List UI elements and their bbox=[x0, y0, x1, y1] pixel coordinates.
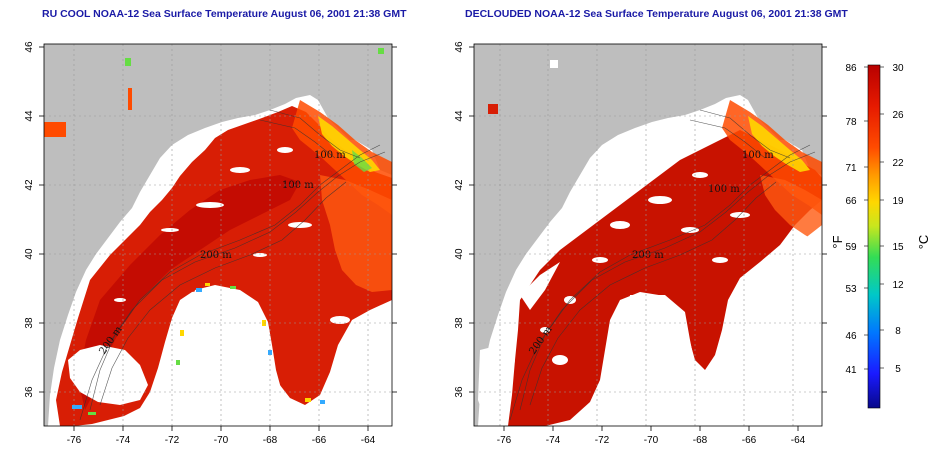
colorbar-ticks: 86 78 71 66 59 53 46 41 30 26 22 19 15 12 8 5 bbox=[845, 63, 904, 376]
map-frame bbox=[473, 43, 823, 427]
x-tick-label: -72 bbox=[595, 435, 610, 446]
fahrenheit-tick-label: 53 bbox=[845, 284, 857, 295]
y-tick-label: 38 bbox=[24, 317, 35, 329]
fahrenheit-tick-label: 46 bbox=[845, 331, 857, 342]
colorbar: 86 78 71 66 59 53 46 41 30 26 22 19 15 12 8 5 °F °C bbox=[830, 63, 931, 409]
celsius-tick-label: 19 bbox=[892, 196, 904, 207]
right-axes: -76 -74 -72 -70 -68 -66 -64 36 38 40 42 44 46 bbox=[454, 41, 827, 446]
x-tick-label: -74 bbox=[546, 435, 561, 446]
colorbar-gradient bbox=[867, 64, 881, 409]
celsius-tick-label: 22 bbox=[892, 158, 904, 169]
sst-field-orange-ne bbox=[320, 175, 392, 292]
y-tick-label: 46 bbox=[24, 41, 35, 53]
left-map: 100 m 100 m 200 m 200 m bbox=[43, 43, 393, 427]
contour-label: 100 m bbox=[314, 150, 346, 161]
sst-field-yellow bbox=[318, 116, 380, 172]
y-tick-label: 44 bbox=[24, 110, 35, 122]
fahrenheit-tick-label: 59 bbox=[845, 242, 857, 253]
fahrenheit-tick-label: 41 bbox=[845, 365, 857, 376]
x-tick-label: -70 bbox=[644, 435, 659, 446]
map-frame bbox=[43, 43, 393, 427]
sst-field-orange-ne bbox=[760, 175, 822, 245]
y-tick-label: 42 bbox=[24, 179, 35, 191]
contour-label: 100 m bbox=[282, 180, 314, 191]
fahrenheit-tick-label: 86 bbox=[845, 63, 857, 74]
cloud-mask bbox=[478, 147, 822, 426]
celsius-tick-label: 30 bbox=[892, 63, 904, 74]
y-tick-label: 42 bbox=[454, 179, 465, 191]
y-tick-label: 40 bbox=[24, 248, 35, 260]
x-tick-label: -76 bbox=[67, 435, 82, 446]
left-axes: -76 -74 -72 -70 -68 -66 -64 36 38 40 42 44 46 bbox=[24, 41, 397, 446]
x-tick-label: -66 bbox=[742, 435, 757, 446]
y-tick-label: 44 bbox=[454, 110, 465, 122]
celsius-tick-label: 5 bbox=[895, 364, 901, 375]
y-tick-label: 36 bbox=[454, 386, 465, 398]
x-tick-label: -66 bbox=[312, 435, 327, 446]
y-tick-label: 40 bbox=[454, 248, 465, 260]
contour-label: 100 m bbox=[708, 184, 740, 195]
cloud-edge-speckle bbox=[72, 48, 384, 415]
celsius-axis-label: °C bbox=[916, 235, 931, 250]
fahrenheit-tick-label: 66 bbox=[845, 196, 857, 207]
sst-field-warm bbox=[56, 106, 392, 426]
x-tick-label: -70 bbox=[214, 435, 229, 446]
cloud-mask bbox=[68, 147, 350, 426]
right-panel-title: DECLOUDED NOAA-12 Sea Surface Temperatur… bbox=[465, 8, 848, 20]
left-panel-title: RU COOL NOAA-12 Sea Surface Temperature … bbox=[42, 8, 407, 20]
x-tick-label: -72 bbox=[165, 435, 180, 446]
sst-field-yellow bbox=[748, 116, 810, 172]
bathymetry-contours bbox=[509, 109, 816, 421]
y-tick-label: 46 bbox=[454, 41, 465, 53]
right-map: 100 m 100 m 200 m 200 m bbox=[473, 43, 823, 427]
x-tick-label: -74 bbox=[116, 435, 131, 446]
y-tick-label: 36 bbox=[24, 386, 35, 398]
sst-field-dark bbox=[78, 175, 300, 410]
fahrenheit-axis-label: °F bbox=[830, 235, 845, 248]
inland-lake-sst bbox=[44, 122, 66, 137]
land-mass bbox=[44, 44, 392, 426]
x-tick-label: -68 bbox=[693, 435, 708, 446]
x-tick-label: -68 bbox=[263, 435, 278, 446]
fahrenheit-tick-label: 71 bbox=[845, 163, 857, 174]
contour-label: 100 m bbox=[742, 150, 774, 161]
celsius-tick-label: 12 bbox=[892, 280, 904, 291]
contour-label: 200 m bbox=[200, 250, 232, 261]
x-tick-label: -64 bbox=[791, 435, 806, 446]
nova-scotia-land bbox=[330, 70, 392, 140]
graticule bbox=[44, 44, 392, 426]
x-tick-label: -64 bbox=[361, 435, 376, 446]
inland-lake-sst bbox=[488, 104, 498, 114]
cloud-mask bbox=[550, 60, 558, 68]
fahrenheit-tick-label: 78 bbox=[845, 117, 857, 128]
y-tick-label: 38 bbox=[454, 317, 465, 329]
land-mass bbox=[474, 44, 822, 426]
celsius-tick-label: 8 bbox=[895, 326, 901, 337]
inland-lake-sst bbox=[128, 88, 132, 110]
sst-field-orange bbox=[292, 100, 392, 215]
graticule bbox=[474, 44, 822, 426]
nova-scotia-land bbox=[760, 70, 822, 140]
celsius-tick-label: 26 bbox=[892, 110, 904, 121]
contour-label: 200 m bbox=[632, 250, 664, 261]
x-tick-label: -76 bbox=[497, 435, 512, 446]
celsius-tick-label: 15 bbox=[892, 242, 904, 253]
bathymetry-contours bbox=[79, 109, 386, 421]
sst-field-warm bbox=[508, 130, 822, 426]
